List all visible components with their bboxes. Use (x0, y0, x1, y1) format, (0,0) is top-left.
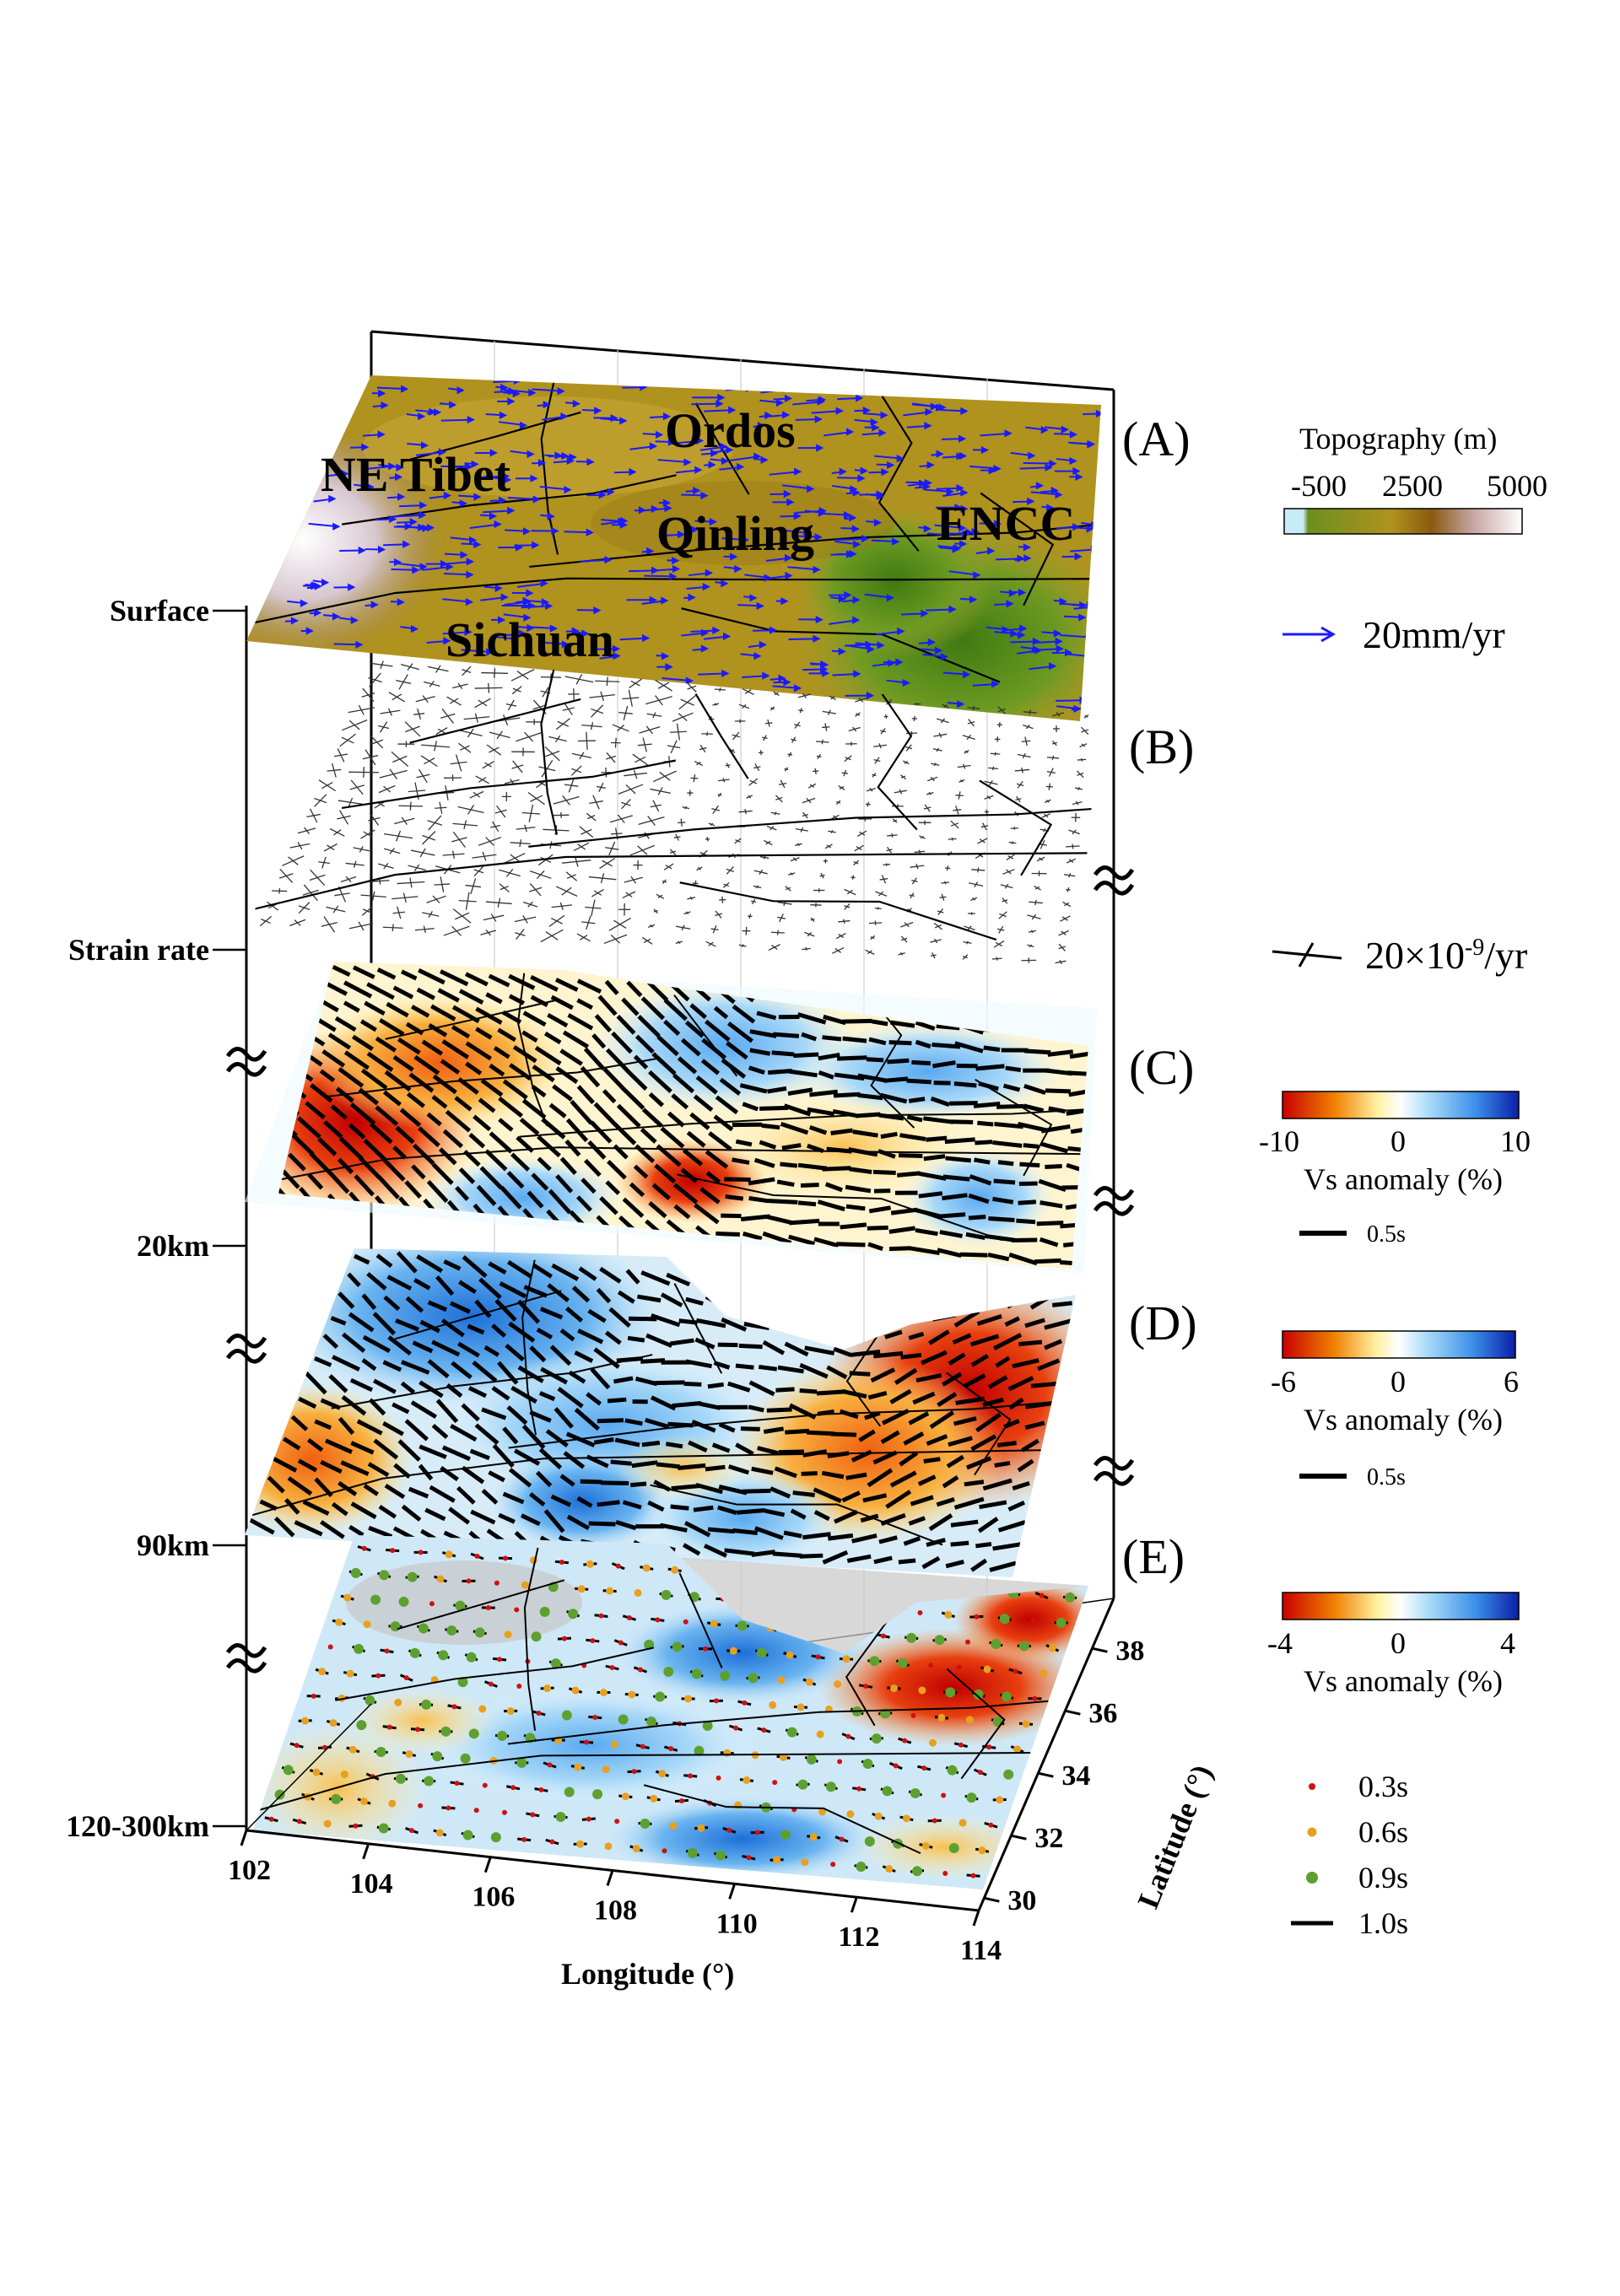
splitting-bar-label-90km: 0.5s (1367, 1464, 1406, 1490)
vs-deep-tick-max: 4 (1500, 1626, 1515, 1660)
vs-colorbar-120-300km (1282, 1592, 1520, 1620)
longitude-ticks: 102 104 106 108 110 112 114 (228, 1830, 1002, 1966)
layer-c-20km (245, 962, 1097, 1274)
longitude-axis-title: Longitude (°) (561, 1957, 734, 1991)
region-label-ne-tibet: NE Tibet (321, 447, 511, 502)
splitting-legend-marker-2 (1306, 1872, 1318, 1884)
strain-legend-label: 20×10-9/yr (1365, 934, 1527, 977)
panel-tag-e: (E) (1122, 1529, 1185, 1584)
vs-deep-title: Vs anomaly (%) (1304, 1664, 1503, 1698)
gps-arrow-legend-icon (1282, 626, 1336, 643)
layer-e-120-300km (253, 1535, 1088, 1889)
latitude-tick-36: 36 (1088, 1698, 1117, 1729)
panel-tag-d: (D) (1129, 1296, 1197, 1350)
vs-colorbar-20km (1282, 1091, 1520, 1119)
panel-tag-c: (C) (1129, 1040, 1194, 1095)
splitting-legend-label-0: 0.3s (1358, 1770, 1408, 1803)
splitting-legend-label-2: 0.9s (1358, 1861, 1408, 1894)
longitude-tick-112: 112 (838, 1921, 879, 1953)
splitting-legend-marker-1 (1307, 1827, 1317, 1837)
splitting-legend-label-1: 0.6s (1358, 1815, 1408, 1849)
topography-tick-max: 5000 (1487, 469, 1547, 503)
vs-90km-tick-mid: 0 (1390, 1365, 1406, 1399)
latitude-tick-34: 34 (1061, 1760, 1090, 1792)
splitting-legend-label-3: 1.0s (1358, 1906, 1408, 1940)
vs-20km-title: Vs anomaly (%) (1304, 1162, 1503, 1196)
gps-legend-label: 20mm/yr (1363, 613, 1505, 656)
latitude-tick-38: 38 (1115, 1636, 1144, 1667)
vs-colorbar-90km (1282, 1330, 1516, 1359)
vs-90km-tick-max: 6 (1504, 1365, 1519, 1399)
longitude-tick-104: 104 (350, 1868, 393, 1900)
vs-20km-tick-min: -10 (1259, 1124, 1299, 1158)
topography-tick-mid: 2500 (1382, 469, 1443, 503)
legends: Topography (m) -500 2500 5000 20mm/yr 20… (1259, 422, 1547, 1940)
depth-label-90km: 90km (137, 1528, 209, 1562)
latitude-tick-30: 30 (1007, 1885, 1036, 1916)
layer-b-strain-rate (255, 660, 1092, 965)
splitting-time-legend: 0.3s 0.6s 0.9s 1.0s (1291, 1770, 1408, 1940)
latitude-ticks: 30 32 34 36 38 (984, 1636, 1144, 1916)
splitting-bar-label-20km: 0.5s (1367, 1221, 1406, 1248)
latitude-axis-title: Latitude (°) (1131, 1760, 1218, 1913)
vs-20km-tick-mid: 0 (1390, 1124, 1406, 1158)
strain-cross-legend-icon (1272, 942, 1342, 967)
axis-break-symbols (225, 865, 1135, 1673)
longitude-tick-108: 108 (594, 1895, 637, 1927)
region-label-ordos: Ordos (665, 403, 796, 458)
topography-legend-title: Topography (m) (1299, 422, 1497, 455)
layer-d-90km (245, 1248, 1076, 1577)
depth-label-20km: 20km (137, 1229, 209, 1263)
longitude-tick-106: 106 (472, 1882, 515, 1913)
longitude-tick-114: 114 (960, 1935, 1002, 1966)
topography-tick-min: -500 (1291, 469, 1347, 503)
splitting-legend-marker-0 (1309, 1783, 1315, 1790)
region-label-qinling: Qinling (656, 506, 814, 561)
depth-label-surface: Surface (110, 594, 209, 628)
region-label-encc: ENCC (937, 496, 1075, 551)
layer-a-topography (246, 375, 1101, 721)
depth-label-120-300km: 120-300km (66, 1809, 209, 1843)
latitude-tick-32: 32 (1034, 1823, 1063, 1854)
vs-20km-tick-max: 10 (1500, 1124, 1531, 1158)
vs-deep-tick-min: -4 (1267, 1626, 1293, 1660)
vs-90km-title: Vs anomaly (%) (1304, 1403, 1503, 1436)
vs-90km-tick-min: -6 (1271, 1365, 1296, 1399)
topography-colorbar (1283, 508, 1523, 535)
depth-label-strain-rate: Strain rate (68, 933, 209, 967)
longitude-tick-102: 102 (228, 1855, 271, 1886)
panel-tag-b: (B) (1129, 720, 1194, 774)
vs-deep-tick-mid: 0 (1390, 1626, 1406, 1660)
panel-tag-a: (A) (1122, 412, 1191, 466)
region-label-sichuan: Sichuan (446, 612, 614, 667)
longitude-tick-110: 110 (716, 1908, 758, 1939)
